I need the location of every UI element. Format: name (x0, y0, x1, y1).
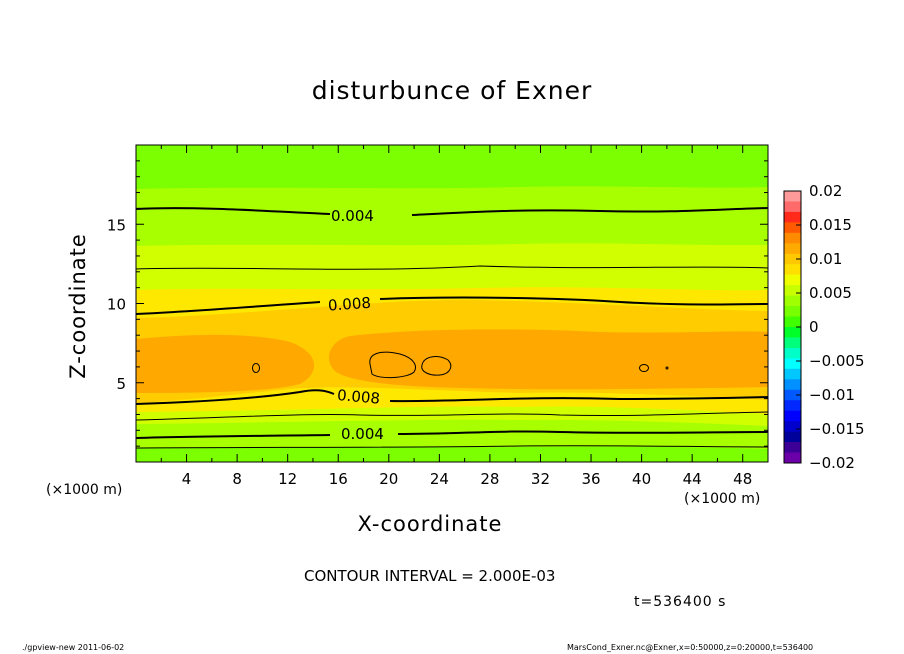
y-tick-label: 5 (116, 375, 126, 393)
colorbar-swatch (784, 337, 801, 349)
contour-0006-lower (136, 411, 768, 421)
x-unit-label-right: (×1000 m) (684, 491, 761, 507)
contour-labels: 0.004 0.008 0.008 0.004 (327, 207, 384, 443)
x-tick-label: 40 (632, 470, 651, 488)
contour-label-0004-lower: 0.004 (341, 425, 384, 443)
colorbar-swatch (784, 222, 801, 234)
colorbar-swatch (784, 306, 801, 318)
colorbar-swatch (784, 201, 801, 213)
colorbar-tick-label: −0.015 (809, 420, 865, 438)
colorbar-tick-label: −0.005 (809, 352, 865, 370)
colorbar-tick-label: 0.005 (809, 284, 852, 302)
colorbar-swatch (784, 452, 801, 464)
contour-0008-lower (136, 389, 768, 405)
contour-interval-text: CONTOUR INTERVAL = 2.000E-03 (304, 567, 556, 585)
x-tick-label: 24 (430, 470, 449, 488)
contour-0012-peak-d (639, 364, 649, 372)
colorbar-swatch (784, 316, 801, 328)
colorbar-swatch (784, 400, 801, 412)
x-axis: 4 8 12 16 20 24 28 32 36 40 44 48 (135, 145, 769, 488)
contour-0006-upper (136, 265, 768, 270)
colorbar-swatch (784, 327, 801, 338)
contour-0004-upper (136, 207, 768, 216)
x-tick-label: 12 (278, 470, 297, 488)
footer-source: MarsCond_Exner.nc@Exner,x=0:50000,z=0:20… (567, 643, 814, 652)
field-band-ge-0010-left (136, 334, 315, 393)
colorbar-swatch (784, 379, 801, 391)
y-axis-label: Z-coordinate (66, 233, 90, 379)
colorbar-swatch (784, 421, 801, 433)
x-tick-label: 16 (329, 470, 348, 488)
colorbar-swatch (784, 191, 801, 202)
colorbar-swatch (784, 431, 801, 443)
x-axis-label: X-coordinate (357, 512, 503, 536)
contour-0012-peak-a (369, 351, 416, 379)
contour-0002-lower (136, 445, 768, 449)
time-stamp: t=536400 s (634, 594, 727, 610)
colorbar-swatch (784, 285, 801, 297)
chart-title: disturbunce of Exner (311, 76, 593, 105)
y-axis: 5 10 15 (107, 144, 768, 463)
x-tick-label: 32 (531, 470, 550, 488)
colorbar-swatch (784, 410, 801, 422)
x-unit-label-left: (×1000 m) (46, 482, 123, 498)
contour-0008-upper (136, 296, 768, 315)
colorbar-swatch (784, 347, 801, 359)
colorbar-swatch (784, 232, 801, 244)
contour-label-0004-upper: 0.004 (331, 207, 374, 225)
colorbar-tick-label: 0.015 (809, 216, 852, 234)
field-band-ge-0010-right (328, 329, 768, 390)
colorbar-tick-label: −0.01 (809, 386, 855, 404)
x-tick-label: 36 (581, 470, 600, 488)
colorbar-tick-label: −0.02 (809, 454, 855, 472)
contour-0004-lower (136, 430, 768, 439)
contour-0012-peak-b (421, 356, 452, 376)
colorbar-swatch (784, 442, 801, 454)
colorbar-swatch (784, 358, 801, 370)
y-tick-label: 10 (107, 296, 126, 314)
x-tick-label: 8 (232, 470, 242, 488)
x-tick-label: 28 (480, 470, 499, 488)
x-tick-label: 4 (182, 470, 192, 488)
plot-area: 0.004 0.008 0.008 0.004 (136, 145, 768, 462)
colorbar-tick-label: 0.02 (809, 182, 842, 200)
footer-program-date: ./gpview-new 2011-06-02 (22, 643, 125, 652)
contour-label-0008-lower: 0.008 (336, 386, 380, 408)
colorbar-swatch (784, 264, 801, 276)
y-tick-label: 15 (107, 216, 126, 234)
colorbar: 0.02 0.015 0.01 0.005 0 −0.005 −0.01 −0.015 −0.0… (783, 182, 865, 472)
x-tick-label: 44 (683, 470, 702, 488)
contour-lines (136, 207, 768, 449)
colorbar-swatch (784, 295, 801, 307)
colorbar-tick-label: 0 (809, 318, 819, 336)
colorbar-swatch (784, 243, 801, 255)
colorbar-swatch (784, 274, 801, 286)
x-tick-label: 20 (379, 470, 398, 488)
contour-label-0008-upper: 0.008 (327, 294, 371, 315)
contour-0012-peak-c (252, 363, 260, 373)
colorbar-tick-label: 0.01 (809, 250, 842, 268)
colorbar-swatch (784, 368, 801, 380)
colorbar-swatch (784, 211, 801, 223)
x-tick-label: 48 (733, 470, 752, 488)
contour-0012-peak-e (665, 366, 669, 370)
colorbar-swatch (784, 253, 801, 265)
colorbar-swatch (784, 389, 801, 401)
